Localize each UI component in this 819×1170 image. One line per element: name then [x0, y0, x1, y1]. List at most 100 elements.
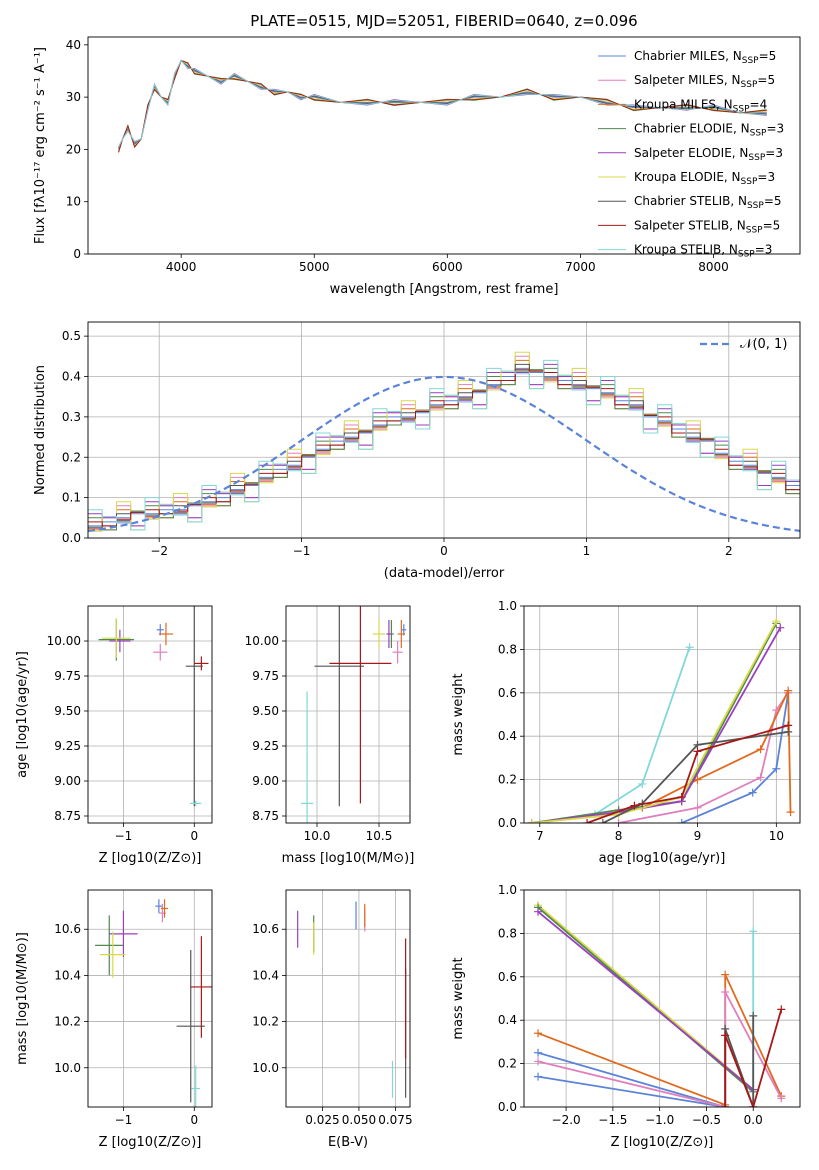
x-axis-label-residuals: (data-model)/error — [384, 566, 505, 581]
legend-label-sub: SSP — [746, 225, 763, 235]
y-tick-label: 0.4 — [62, 370, 81, 384]
legend-label-sub: SSP — [747, 201, 764, 211]
x-tick-label: 10.0 — [304, 829, 331, 843]
x-tick-label: 8000 — [698, 260, 729, 274]
weight-marker-kroupa_miles — [756, 745, 765, 754]
weight-marker-salpeter_stelib — [721, 1103, 730, 1107]
weight-marker-kroupa_miles — [784, 686, 793, 695]
y-axis-label-weight-vs-Z: mass weight — [451, 957, 466, 1039]
y-tick-label: 0.8 — [498, 926, 517, 940]
weight-marker-chabrier_miles — [748, 788, 757, 797]
x-tick-label: 1 — [583, 544, 591, 558]
page-title: PLATE=0515, MJD=52051, FIBERID=0640, z=0… — [250, 12, 638, 30]
weight-line-kroupa_miles — [641, 690, 792, 813]
y-tick-label: 10.4 — [54, 968, 81, 982]
x-axis-label-weight-vs-age: age [log10(age/yr)] — [599, 851, 726, 866]
plot-area-residuals — [88, 351, 800, 532]
legend-label-name: Kroupa MILES, N — [634, 97, 733, 111]
weight-marker-salpeter_miles — [693, 803, 702, 812]
weight-marker-salpeter_stelib — [630, 801, 639, 810]
y-tick-label: 0.0 — [498, 816, 517, 830]
weight-line-kroupa_stelib — [539, 646, 691, 823]
weight-marker-salpeter_stelib — [583, 819, 592, 823]
y-tick-label: 8.75 — [252, 809, 279, 823]
weight-marker-salpeter_stelib — [677, 792, 686, 801]
weight-line-chabrier_miles — [537, 1051, 726, 1107]
panel-spectrum: 4000 5000 6000 7000 8000 0 10 20 30 40 Chabrier MI… — [33, 36, 801, 297]
legend-label-eq: =5 — [757, 73, 775, 87]
x-tick-label: 0.025 — [305, 1113, 339, 1127]
y-axis-label-residuals: Normed distribution — [33, 365, 48, 495]
weight-marker-kroupa_miles — [721, 970, 730, 979]
weight-marker-kroupa_miles — [534, 1029, 543, 1038]
spectrum-line-kroupa_stelib — [118, 59, 767, 148]
axes-frame — [87, 605, 213, 824]
legend-label-normal: 𝒩(0, 1) — [740, 337, 787, 352]
y-tick-label: 0.1 — [62, 491, 81, 505]
weight-marker-salpeter_miles — [721, 987, 730, 996]
weight-marker-chabrier_miles — [772, 764, 781, 773]
legend-label-eq: =5 — [764, 194, 782, 208]
panel-weight-vs-Z: −2.0 −1.5 −1.0 −0.5 0.0 0.0 0.2 0.4 0.6 0.8 1.0 Z [… — [451, 883, 801, 1150]
legend-label-kroupa_elodie: Kroupa ELODIE, NSSP=3 — [634, 170, 775, 187]
y-tick-label: 0.2 — [498, 1057, 517, 1071]
legend-label-name: Chabrier STELIB, N — [634, 194, 747, 208]
y-tick-label: 10.6 — [252, 922, 279, 936]
weight-marker-chabrier_miles — [534, 1048, 543, 1057]
plot-area-spectrum — [118, 59, 767, 153]
y-tick-label: 0 — [73, 247, 81, 261]
x-tick-label: 4000 — [166, 260, 197, 274]
plot-area-weight-vs-Z — [534, 901, 786, 1107]
y-tick-label: 9.00 — [252, 774, 279, 788]
legend-label-sub: SSP — [741, 177, 758, 187]
plot-area-mass-vs-Z — [95, 899, 212, 1107]
legend-label-sub: SSP — [741, 80, 758, 90]
x-tick-label: 0 — [190, 829, 198, 843]
legend-label-name: Salpeter STELIB, N — [634, 218, 746, 232]
x-tick-label: −0.5 — [692, 1113, 721, 1127]
panel-mass-vs-Z: −1 0 10.0 10.2 10.4 10.6 Z [log10(Z/Z⊙)] mass [… — [15, 889, 213, 1150]
y-tick-label: 10.00 — [47, 634, 81, 648]
legend-label-chabrier_stelib: Chabrier STELIB, NSSP=5 — [634, 194, 782, 211]
y-tick-label: 1.0 — [498, 599, 517, 613]
panel-weight-vs-age: 7 8 9 10 0.0 0.2 0.4 0.6 0.8 1.0 age [log10(age/yr… — [451, 599, 801, 866]
x-axis-label-mass-vs-Z: Z [log10(Z/Z⊙)] — [99, 1135, 202, 1150]
y-axis-label-spectrum: Flux [fλ10⁻¹⁷ erg cm⁻² s⁻¹ A⁻¹] — [33, 47, 48, 244]
x-tick-label: 7 — [536, 829, 544, 843]
legend-label-kroupa_stelib: Kroupa STELIB, NSSP=3 — [634, 243, 772, 260]
histogram-kroupa_elodie — [88, 351, 800, 532]
weight-marker-salpeter_miles — [777, 1094, 786, 1103]
weight-line-chabrier_miles — [681, 692, 790, 823]
y-tick-label: 9.75 — [54, 669, 81, 683]
y-tick-label: 10.2 — [252, 1015, 279, 1029]
y-tick-label: 10.2 — [54, 1015, 81, 1029]
weight-marker-chabrier_miles — [677, 819, 686, 823]
x-tick-label: −1.5 — [598, 1113, 627, 1127]
legend-label-name: Kroupa ELODIE, N — [634, 170, 741, 184]
y-tick-label: 0.4 — [498, 729, 517, 743]
x-tick-label: 0.0 — [744, 1113, 763, 1127]
weight-marker-chabrier_stelib — [598, 819, 607, 823]
weight-marker-salpeter_stelib — [784, 721, 793, 730]
axes-frame — [87, 889, 213, 1108]
y-tick-label: 9.50 — [252, 704, 279, 718]
legend-label-sub: SSP — [742, 56, 759, 66]
y-tick-label: 0.0 — [62, 531, 81, 545]
y-tick-label: 10 — [66, 195, 81, 209]
x-tick-label: −2 — [150, 544, 168, 558]
x-tick-label: 10 — [769, 829, 784, 843]
axes-frame — [285, 605, 411, 824]
weight-marker-salpeter_miles — [614, 819, 623, 823]
legend-label-name: Chabrier ELODIE, N — [634, 122, 750, 136]
histogram-kroupa_stelib — [88, 359, 800, 531]
x-tick-label: 2 — [725, 544, 733, 558]
y-tick-label: 8.75 — [54, 809, 81, 823]
y-tick-label: 10.6 — [54, 922, 81, 936]
legend-label-kroupa_miles: Kroupa MILES, NSSP=4 — [634, 97, 767, 114]
weight-marker-salpeter_stelib — [749, 1103, 758, 1107]
weight-line-salpeter_elodie — [531, 627, 782, 823]
weight-marker-kroupa_stelib — [638, 779, 647, 788]
weight-marker-salpeter_miles — [534, 1057, 543, 1066]
legend-label-sub: SSP — [738, 250, 755, 260]
y-tick-label: 40 — [66, 38, 81, 52]
